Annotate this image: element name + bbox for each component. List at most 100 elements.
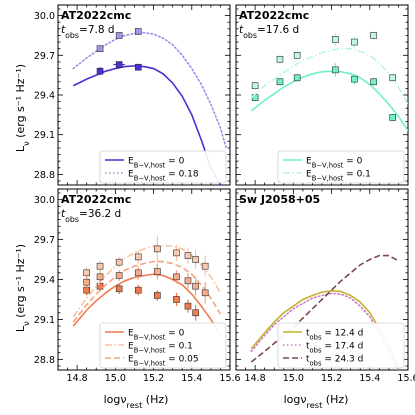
data-point xyxy=(83,267,90,279)
legend-entry: EB−V,host = 0 xyxy=(128,329,185,342)
x-tick-label: 15.6 xyxy=(219,373,240,384)
x-tick-label: 15.6 xyxy=(397,373,415,384)
data-point xyxy=(173,270,180,284)
legend: EB−V,host = 0EB−V,host = 0.1EB−V,host = … xyxy=(99,322,227,369)
data-point xyxy=(192,304,199,321)
x-tick-label: 15.4 xyxy=(181,373,202,384)
y-tick-label: 29.1 xyxy=(34,130,55,141)
x-axis-label-left: logνrest (Hz) xyxy=(104,393,169,410)
data-point xyxy=(83,276,90,288)
data-point xyxy=(134,250,142,264)
data-point xyxy=(293,51,301,60)
data-point xyxy=(154,290,161,301)
panel-bottom-right: 14.8 15.0 15.2 15.4 15.6 Sw J2058+05 tobs = 12… xyxy=(235,188,415,384)
y-tick-label: 29.4 xyxy=(34,91,55,102)
data-point xyxy=(370,31,377,40)
x-tick-label: 15.0 xyxy=(283,373,304,384)
data-point xyxy=(332,63,339,77)
data-point xyxy=(184,299,192,313)
panel-title: Sw J2058+05 xyxy=(239,193,320,206)
x-tick-label: 14.8 xyxy=(67,373,88,384)
panel-title: AT2022cmc xyxy=(239,9,309,22)
series-curve xyxy=(250,290,400,367)
data-point xyxy=(115,32,123,39)
y-tick-label: 29.7 xyxy=(34,51,55,62)
y-tick-label: 28.8 xyxy=(34,170,55,181)
data-point xyxy=(389,73,397,82)
data-point xyxy=(276,55,284,64)
x-tick-label: 15.4 xyxy=(359,373,380,384)
data-point xyxy=(134,28,142,35)
x-axis-label-right: logνrest (Hz) xyxy=(284,393,349,410)
legend-entry: EB−V,host = 0.05 xyxy=(128,355,199,368)
data-point xyxy=(134,284,142,296)
y-tick-label: 30.0 xyxy=(34,11,55,22)
y-axis-label-top: Lν (erg s⁻¹ Hz⁻¹) xyxy=(14,64,31,152)
data-point xyxy=(134,266,142,280)
y-tick-label: 29.1 xyxy=(34,315,55,326)
legend-entry: EB−V,host = 0.1 xyxy=(128,342,193,355)
x-tick-label: 15.0 xyxy=(105,373,126,384)
data-point xyxy=(192,276,199,296)
data-point xyxy=(173,244,180,261)
data-point xyxy=(96,67,104,76)
tobs-label: tobs=17.6 d xyxy=(239,24,299,40)
data-point xyxy=(276,77,284,86)
legend: EB−V,host = 0EB−V,host = 0.1 xyxy=(277,150,405,184)
data-point xyxy=(115,256,123,268)
data-point xyxy=(154,263,161,280)
data-point xyxy=(332,32,339,47)
tobs-label: tobs=36.2 d xyxy=(61,208,121,224)
y-tick-label: 29.7 xyxy=(34,235,55,246)
legend-entry: tobs = 12.4 d xyxy=(306,329,363,342)
panel-top-right: AT2022cmc tobs=17.6 d EB−V,host = 0EB−V,ho… xyxy=(235,4,409,186)
x-tick-label: 15.2 xyxy=(321,373,342,384)
data-point xyxy=(351,36,358,48)
data-point xyxy=(154,235,161,263)
data-point xyxy=(251,81,259,90)
panel-title: AT2022cmc xyxy=(61,9,131,22)
data-point xyxy=(173,292,180,307)
data-point xyxy=(201,282,209,304)
data-point xyxy=(192,250,199,269)
series-curve xyxy=(250,47,408,105)
legend-entry: EB−V,host = 0 xyxy=(306,157,363,170)
legend-entry: EB−V,host = 0.18 xyxy=(128,170,199,183)
y-tick-label: 29.4 xyxy=(34,275,55,286)
data-point xyxy=(389,113,397,122)
panel-top-left: 28.8 29.1 29.4 29.7 30.0 AT2022cmc tobs=7.8 d E… xyxy=(34,4,231,186)
x-tick-label: 15.2 xyxy=(143,373,164,384)
data-point xyxy=(134,63,142,71)
data-point xyxy=(96,271,104,283)
legend-entry: EB−V,host = 0.1 xyxy=(306,170,371,183)
data-point xyxy=(351,73,358,85)
panel-title: AT2022cmc xyxy=(61,193,131,206)
series-curve xyxy=(250,254,399,363)
x-tick-label: 14.8 xyxy=(245,373,266,384)
data-point xyxy=(96,260,104,272)
legend-entry: EB−V,host = 0 xyxy=(128,157,185,170)
data-point xyxy=(293,73,301,82)
series-curve xyxy=(72,244,222,318)
data-point xyxy=(184,272,192,289)
tobs-label: tobs=7.8 d xyxy=(61,24,115,40)
data-point xyxy=(113,61,125,68)
y-tick-label: 30.0 xyxy=(34,195,55,206)
series-curve xyxy=(250,70,408,132)
data-point xyxy=(370,77,377,86)
data-point xyxy=(115,270,123,281)
legend-entry: tobs = 24.3 d xyxy=(306,355,363,368)
data-point xyxy=(201,255,209,277)
series-curve xyxy=(72,273,222,336)
data-point xyxy=(96,45,104,52)
y-axis-label-bottom: Lν (erg s⁻¹ Hz⁻¹) xyxy=(14,244,31,332)
series-curve xyxy=(72,31,227,149)
y-tick-label: 28.8 xyxy=(34,355,55,366)
panel-bottom-left: 14.8 15.0 15.2 15.4 15.6 28.8 29.1 29.4 29.7 30.0… xyxy=(34,188,241,384)
legend: EB−V,host = 0EB−V,host = 0.18 xyxy=(99,150,227,184)
data-point xyxy=(184,247,192,264)
legend-entry: tobs = 17.4 d xyxy=(306,342,363,355)
data-point xyxy=(115,283,123,295)
